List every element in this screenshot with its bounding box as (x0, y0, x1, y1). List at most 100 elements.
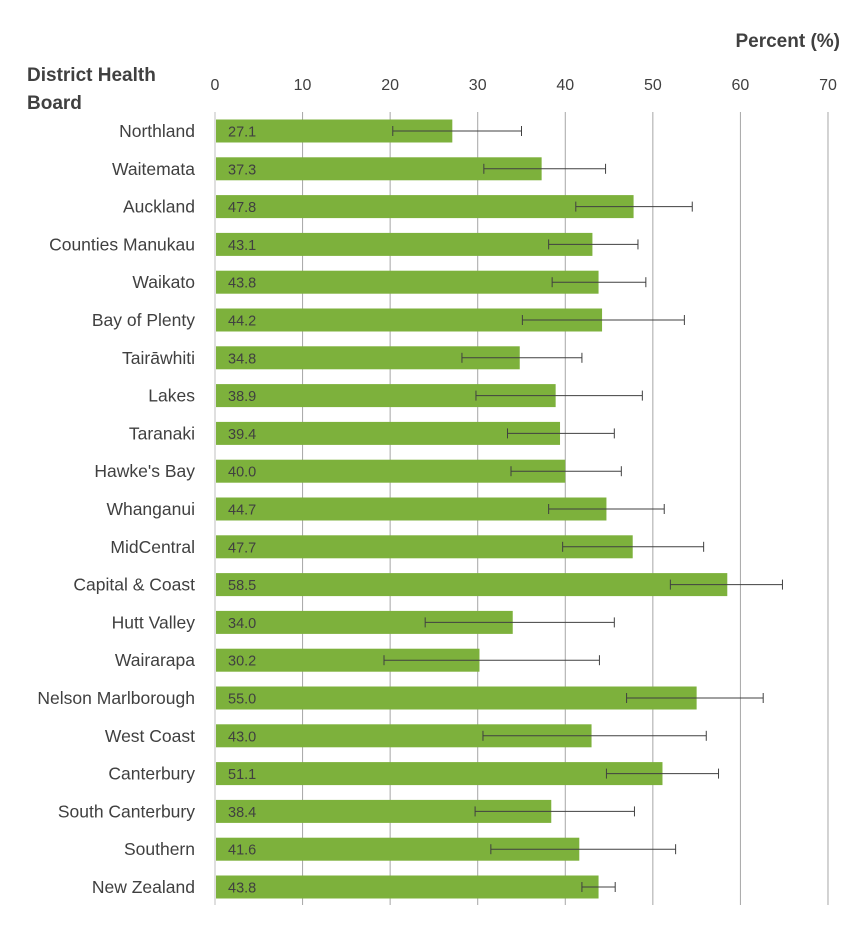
bar-northland (216, 119, 453, 143)
error-bar-tair-whiti (461, 352, 583, 363)
x-tick-label-20: 20 (381, 77, 399, 94)
bar-midcentral (216, 535, 633, 559)
bars (216, 119, 728, 899)
value-label-taranaki: 39.4 (228, 427, 256, 443)
error-bar-midcentral (562, 541, 705, 552)
x-tick-label-0: 0 (211, 77, 220, 94)
category-label-bay-of-plenty: Bay of Plenty (92, 310, 195, 330)
bar-canterbury (216, 762, 663, 786)
value-label-waitemata: 37.3 (228, 162, 256, 178)
value-label-canterbury: 51.1 (228, 767, 256, 783)
bar-capital-coast (216, 573, 728, 597)
x-tick-label-40: 40 (556, 77, 574, 94)
category-label-lakes: Lakes (148, 386, 195, 406)
error-bar-hawke-s-bay (510, 466, 622, 477)
error-bar-counties-manukau (548, 239, 639, 250)
error-bar-new-zealand (581, 882, 616, 892)
category-label-northland: Northland (119, 121, 195, 141)
error-bar-nelson-marlborough (626, 693, 764, 703)
value-label-midcentral: 47.7 (228, 540, 256, 556)
bar-tair-whiti (216, 346, 520, 370)
value-label-waikato: 43.8 (228, 276, 256, 292)
bar-counties-manukau (216, 232, 593, 256)
category-label-canterbury: Canterbury (108, 764, 195, 784)
value-label-hawke-s-bay: 40.0 (228, 465, 256, 481)
bar-hawke-s-bay (216, 459, 566, 483)
value-label-wairarapa: 30.2 (228, 654, 256, 670)
x-tick-label-60: 60 (732, 77, 750, 94)
bar-lakes (216, 384, 556, 408)
error-bar-northland (392, 126, 522, 136)
value-label-bay-of-plenty: 44.2 (228, 314, 256, 330)
category-label-wairarapa: Wairarapa (115, 650, 195, 670)
y-axis-title: District Health Board (27, 65, 161, 114)
value-label-northland: 27.1 (228, 125, 256, 141)
error-bar-capital-coast (669, 579, 783, 590)
x-axis-title: Percent (%) (735, 31, 840, 52)
bar-south-canterbury (216, 799, 552, 823)
error-bar-waitemata (483, 163, 607, 174)
error-bar-waikato (551, 277, 647, 288)
error-bar-west-coast (482, 730, 707, 741)
error-bar-taranaki (506, 428, 615, 439)
value-labels: 27.1 37.3 47.8 43.1 43.8 44.2 34.8 38.9 39.4 40.0… (228, 125, 256, 897)
category-label-midcentral: MidCentral (110, 537, 195, 557)
category-label-counties-manukau: Counties Manukau (49, 234, 195, 254)
bar-waikato (216, 270, 599, 294)
x-tick-labels: 0 10 20 30 40 50 60 70 (211, 77, 837, 94)
category-label-nelson-marlborough: Nelson Marlborough (37, 688, 195, 708)
error-bar-wairarapa (383, 655, 600, 666)
category-label-auckland: Auckland (123, 197, 195, 217)
value-label-southern: 41.6 (228, 843, 256, 859)
category-label-waitemata: Waitemata (112, 159, 195, 179)
bar-whanganui (216, 497, 607, 521)
bar-nelson-marlborough (216, 686, 697, 710)
value-label-capital-coast: 58.5 (228, 578, 256, 594)
value-label-counties-manukau: 43.1 (228, 238, 256, 254)
value-label-nelson-marlborough: 55.0 (228, 692, 256, 708)
value-label-lakes: 38.9 (228, 389, 256, 405)
bar-west-coast (216, 724, 592, 748)
category-label-tair-whiti: Tairāwhiti (122, 348, 195, 368)
value-label-whanganui: 44.7 (228, 503, 256, 519)
bar-wairarapa (216, 648, 480, 672)
x-tick-label-70: 70 (819, 77, 837, 94)
category-label-capital-coast: Capital & Coast (73, 575, 195, 595)
category-labels: Northland Waitemata Auckland Counties Manuk… (37, 121, 195, 897)
category-label-whanganui: Whanganui (106, 499, 195, 519)
category-label-west-coast: West Coast (105, 726, 195, 746)
bar-hutt-valley (216, 610, 513, 634)
value-label-south-canterbury: 38.4 (228, 805, 256, 821)
error-bar-auckland (575, 201, 693, 212)
error-bar-bay-of-plenty (521, 315, 685, 325)
bar-bay-of-plenty (216, 308, 603, 332)
x-tick-label-50: 50 (644, 77, 662, 94)
error-bar-canterbury (605, 768, 720, 779)
category-label-hutt-valley: Hutt Valley (112, 612, 196, 632)
error-bars (383, 126, 783, 892)
bar-taranaki (216, 421, 561, 445)
value-label-hutt-valley: 34.0 (228, 616, 256, 632)
category-label-new-zealand: New Zealand (92, 877, 195, 897)
value-label-tair-whiti: 34.8 (228, 351, 256, 367)
bar-auckland (216, 195, 634, 219)
category-label-taranaki: Taranaki (129, 423, 195, 443)
error-bar-whanganui (548, 504, 665, 514)
category-label-waikato: Waikato (132, 272, 195, 292)
error-bar-hutt-valley (424, 617, 615, 628)
value-label-west-coast: 43.0 (228, 729, 256, 745)
bar-southern (216, 837, 580, 861)
category-label-southern: Southern (124, 839, 195, 859)
x-tick-label-10: 10 (294, 77, 312, 94)
bar-new-zealand (216, 875, 599, 899)
error-bar-south-canterbury (474, 806, 635, 817)
error-bar-lakes (475, 390, 643, 401)
y-axis-title-line: District Health (27, 65, 156, 86)
category-label-hawke-s-bay: Hawke's Bay (94, 461, 195, 481)
value-label-auckland: 47.8 (228, 200, 256, 216)
x-tick-label-30: 30 (469, 77, 487, 94)
value-label-new-zealand: 43.8 (228, 881, 256, 897)
bar-waitemata (216, 157, 542, 181)
error-bar-southern (490, 844, 677, 855)
